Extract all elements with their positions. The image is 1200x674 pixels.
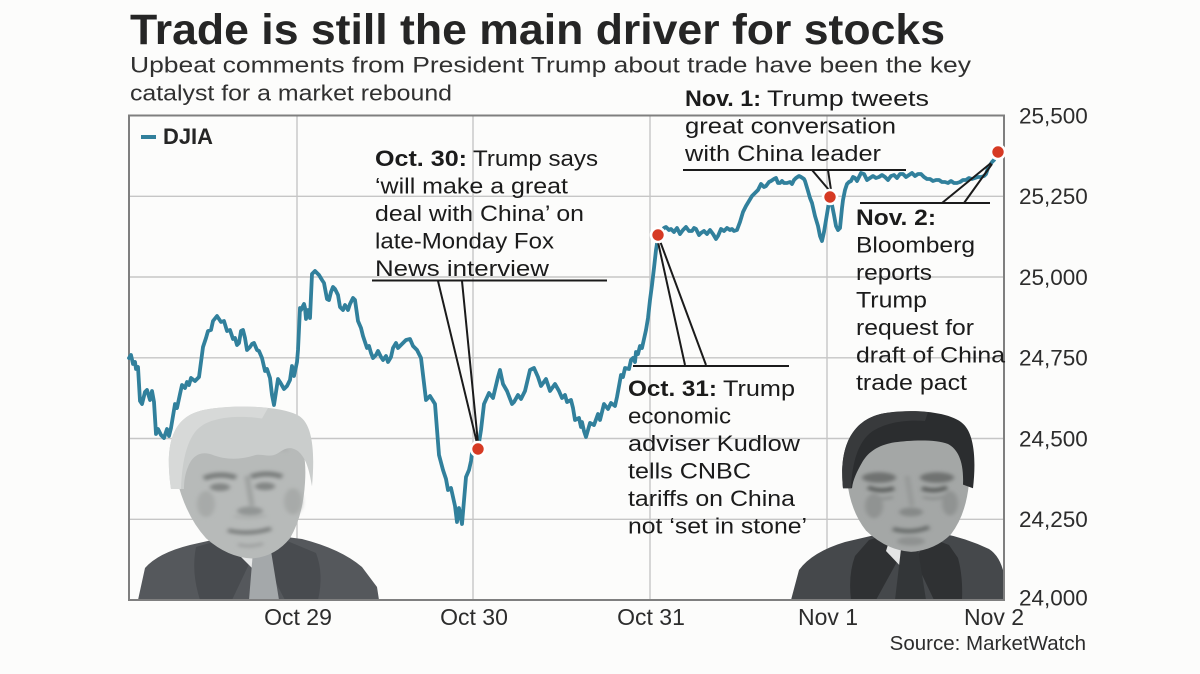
- svg-text:DJIA: DJIA: [163, 124, 213, 149]
- svg-text:economic: economic: [628, 404, 731, 429]
- svg-text:Oct 29: Oct 29: [264, 604, 332, 630]
- svg-text:Nov 1: Nov 1: [798, 604, 858, 630]
- svg-text:25,500: 25,500: [1019, 104, 1088, 129]
- svg-text:not ‘set in stone’: not ‘set in stone’: [628, 514, 807, 539]
- svg-text:Nov. 2:: Nov. 2:: [856, 205, 936, 230]
- svg-text:Trump says: Trump says: [473, 146, 598, 171]
- svg-text:Oct. 30:: Oct. 30:: [375, 146, 467, 171]
- svg-text:late-Monday Fox: late-Monday Fox: [375, 229, 554, 254]
- svg-text:tells CNBC: tells CNBC: [628, 459, 751, 484]
- svg-text:Nov. 1:: Nov. 1:: [685, 86, 761, 111]
- svg-text:Trump: Trump: [856, 288, 927, 313]
- svg-text:adviser Kudlow: adviser Kudlow: [628, 431, 800, 456]
- svg-text:draft of China: draft of China: [856, 343, 1006, 368]
- svg-text:tariffs on China: tariffs on China: [628, 486, 796, 511]
- svg-text:reports: reports: [856, 260, 932, 285]
- svg-text:catalyst for a market rebound: catalyst for a market rebound: [130, 81, 452, 106]
- svg-text:great conversation: great conversation: [685, 114, 896, 139]
- svg-text:Bloomberg: Bloomberg: [856, 233, 975, 258]
- svg-text:Nov 2: Nov 2: [964, 604, 1024, 630]
- svg-text:Oct 31: Oct 31: [617, 604, 685, 630]
- svg-text:request for: request for: [856, 315, 974, 340]
- svg-text:‘will make a great: ‘will make a great: [375, 174, 568, 199]
- svg-text:Oct. 31:: Oct. 31:: [628, 376, 717, 401]
- svg-text:deal with China’ on: deal with China’ on: [375, 201, 584, 226]
- svg-text:Trump: Trump: [723, 376, 795, 401]
- svg-text:Trump tweets: Trump tweets: [767, 86, 929, 111]
- svg-text:trade pact: trade pact: [856, 370, 967, 395]
- svg-text:Source: MarketWatch: Source: MarketWatch: [890, 632, 1086, 655]
- svg-text:Trade is still the main driver: Trade is still the main driver for stock…: [130, 6, 945, 54]
- svg-text:24,500: 24,500: [1019, 426, 1088, 451]
- svg-text:with China leader: with China leader: [684, 141, 881, 166]
- svg-text:24,250: 24,250: [1019, 507, 1088, 532]
- svg-text:24,750: 24,750: [1019, 346, 1088, 371]
- svg-text:Oct 30: Oct 30: [440, 604, 508, 630]
- svg-text:News interview: News interview: [375, 256, 549, 281]
- svg-text:Upbeat comments from President: Upbeat comments from President Trump abo…: [130, 53, 971, 78]
- svg-text:24,000: 24,000: [1019, 586, 1088, 611]
- svg-text:25,250: 25,250: [1019, 184, 1088, 209]
- svg-text:25,000: 25,000: [1019, 265, 1088, 290]
